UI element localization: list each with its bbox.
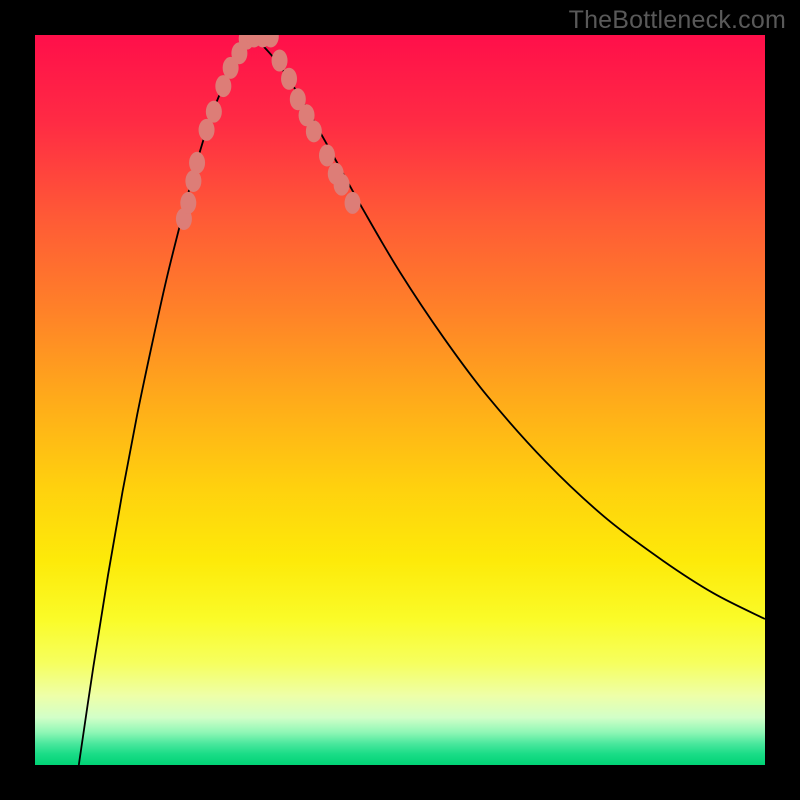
right-curve [254, 36, 765, 619]
data-marker [189, 152, 205, 174]
data-marker [281, 68, 297, 90]
left-curve [79, 36, 254, 765]
data-marker [306, 120, 322, 142]
data-marker [334, 174, 350, 196]
chart-overlay [35, 35, 765, 765]
data-marker [345, 192, 361, 214]
data-marker [206, 101, 222, 123]
watermark-text: TheBottleneck.com [569, 6, 786, 35]
plot-area [35, 35, 765, 765]
data-markers [176, 35, 361, 230]
data-marker [319, 144, 335, 166]
data-marker [180, 192, 196, 214]
data-marker [272, 50, 288, 72]
